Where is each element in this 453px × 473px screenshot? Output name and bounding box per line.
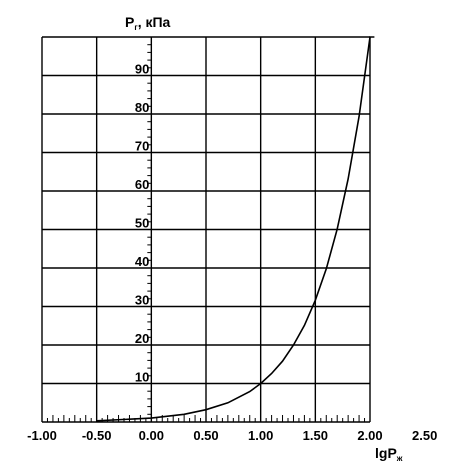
x-tick-label: 1.00: [248, 428, 273, 443]
y-tick-label: 30: [135, 293, 149, 308]
x-axis-title: lgPж: [375, 445, 403, 463]
y-axis-title: Pг, кПа: [125, 14, 171, 32]
y-tick-label: 70: [135, 139, 149, 154]
x-tick-label: 2.00: [357, 428, 382, 443]
x-tick-label: -1.00: [27, 428, 57, 443]
x-tick-label: 0.00: [139, 428, 164, 443]
x-tick-label: -0.50: [82, 428, 112, 443]
y-tick-label: 50: [135, 216, 149, 231]
x-tick-labels: -1.00 -0.50 0.00 0.50 1.00 1.50 2.00 2.50: [27, 428, 437, 443]
y-tick-label: 10: [135, 370, 149, 385]
data-line: [96, 36, 375, 422]
y-tick-label: 20: [135, 331, 149, 346]
grid: [41, 36, 371, 423]
y-tick-label: 90: [135, 62, 149, 77]
y-tick-label: 80: [135, 100, 149, 115]
x-tick-label: 2.50: [412, 428, 437, 443]
x-tick-label: 0.50: [193, 428, 218, 443]
y-tick-labels: 10 20 30 40 50 60 70 80 90: [135, 62, 149, 385]
y-tick-label: 40: [135, 254, 149, 269]
y-tick-label: 60: [135, 177, 149, 192]
x-tick-label: 1.50: [303, 428, 328, 443]
